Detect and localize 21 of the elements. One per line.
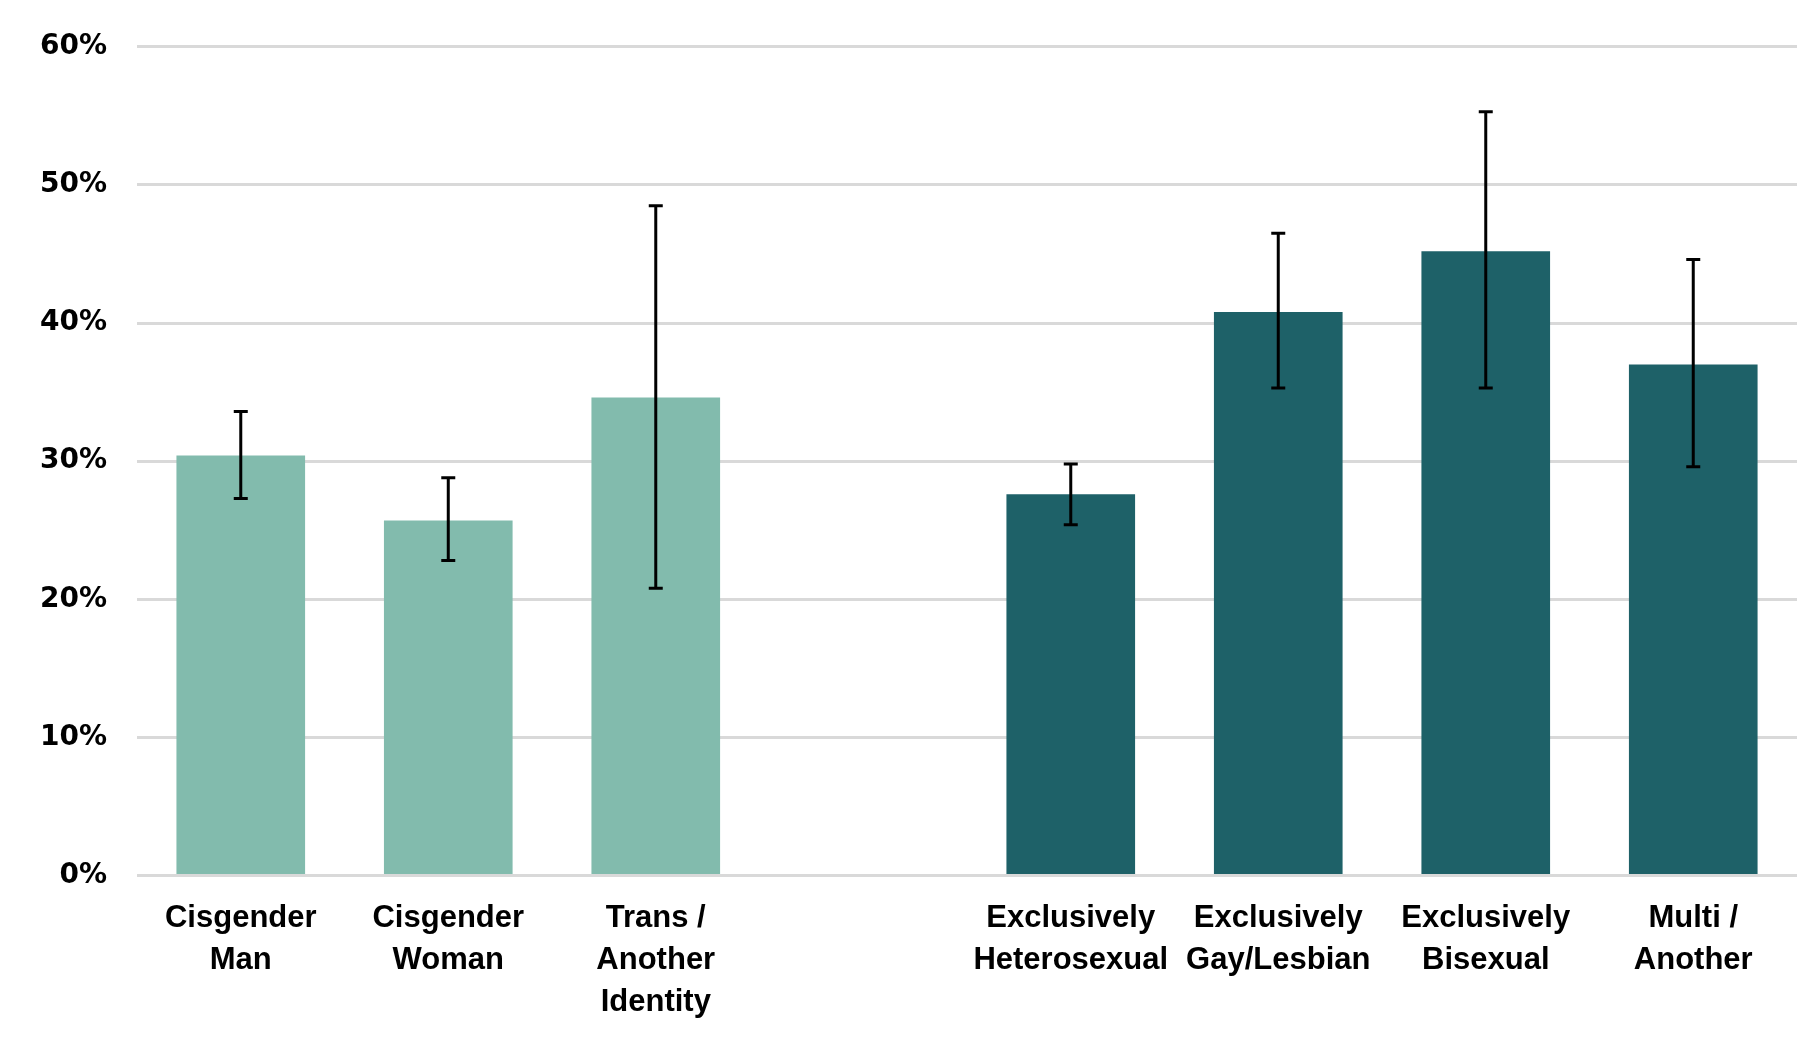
- x-tick-label: Cisgender Woman: [372, 898, 525, 976]
- x-tick-label: Exclusively Gay/Lesbian: [1186, 898, 1371, 976]
- bar: [1628, 364, 1758, 874]
- y-tick-label: 0%: [59, 856, 108, 890]
- x-tick-label: Exclusively Bisexual: [1401, 898, 1571, 976]
- bar: [1213, 311, 1343, 874]
- y-tick-label: 60%: [39, 28, 108, 62]
- bar: [176, 455, 306, 874]
- y-tick-label: 10%: [39, 718, 108, 752]
- bar: [591, 397, 721, 874]
- y-tick-label: 40%: [39, 304, 108, 338]
- y-tick-label: 20%: [39, 580, 108, 614]
- y-tick-label: 30%: [39, 442, 108, 476]
- x-tick-label: Exclusively Heterosexual: [973, 898, 1169, 976]
- bar: [1421, 251, 1551, 874]
- bar: [1006, 494, 1136, 874]
- y-tick-label: 50%: [39, 166, 108, 200]
- x-tick-label: Cisgender Man: [164, 898, 317, 976]
- x-tick-label: Multi / Another: [1633, 898, 1753, 976]
- x-tick-label: Trans / Another Identity: [596, 898, 716, 1018]
- bar: [383, 520, 513, 874]
